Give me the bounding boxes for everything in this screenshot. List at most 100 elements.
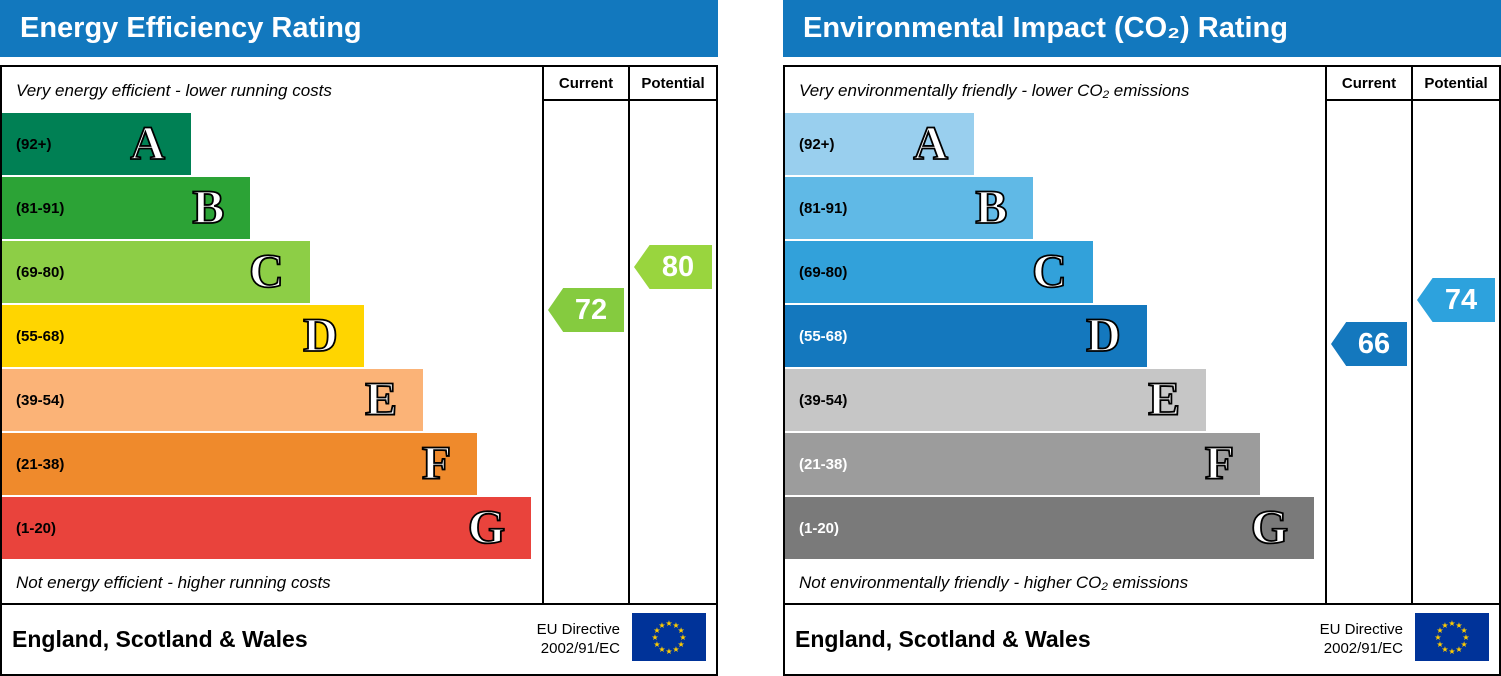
energy-potential-arrow: 80 <box>634 245 712 289</box>
svg-text:★: ★ <box>672 645 679 654</box>
eu-flag-icon: ★ ★ ★ ★ ★ ★ ★ ★ ★ ★ ★ ★ <box>632 613 706 666</box>
band-letter: A <box>912 117 948 170</box>
svg-text:★: ★ <box>1461 640 1468 649</box>
current-column-header: Current <box>544 67 630 101</box>
band-row-b: (81-91) B <box>2 177 251 239</box>
region-label: England, Scotland & Wales <box>12 626 308 652</box>
energy-potential-value: 80 <box>661 250 695 283</box>
svg-text:★: ★ <box>665 647 672 656</box>
band-letter: E <box>1147 373 1181 426</box>
band-letter: G <box>467 501 506 554</box>
co2-footer: England, Scotland & Wales EU Directive 2… <box>785 605 1499 674</box>
band-range-label: (21-38) <box>16 455 65 473</box>
eu-directive-label: EU Directive 2002/91/EC <box>537 621 632 659</box>
band-row-d: (55-68) D <box>2 305 364 367</box>
band-row-d: (55-68) D <box>785 305 1147 367</box>
eu-flag-icon: ★ ★ ★ ★ ★ ★ ★ ★ ★ ★ ★ ★ <box>1415 613 1489 666</box>
svg-text:★: ★ <box>653 626 660 635</box>
band-letter: C <box>1031 245 1067 298</box>
energy-efficiency-box: Very energy efficient - lower running co… <box>0 65 718 676</box>
svg-text:★: ★ <box>665 619 672 628</box>
band-row-b: (81-91) B <box>785 177 1034 239</box>
svg-text:★: ★ <box>653 640 660 649</box>
svg-text:★: ★ <box>672 621 679 630</box>
band-row-c: (69-80) C <box>2 241 310 303</box>
band-range-label: (1-20) <box>16 519 57 537</box>
co2-potential-arrow: 74 <box>1417 278 1495 322</box>
energy-bands: (92+) A (81-91) B (69-80) C (55-68) <box>2 113 542 559</box>
band-letter: G <box>1250 501 1289 554</box>
energy-bottom-note: Not energy efficient - higher running co… <box>16 573 331 592</box>
band-range-label: (92+) <box>799 135 835 153</box>
svg-text:★: ★ <box>658 645 665 654</box>
svg-text:★: ★ <box>678 640 685 649</box>
energy-potential-column: 80 <box>630 101 716 603</box>
current-column-header: Current <box>1327 67 1413 101</box>
svg-text:★: ★ <box>679 633 686 642</box>
band-row-a: (92+) A <box>2 113 191 175</box>
band-range-label: (69-80) <box>799 263 848 281</box>
energy-current-column: 72 <box>544 101 630 603</box>
co2-current-column: 66 <box>1327 101 1413 603</box>
eu-directive-line2: 2002/91/EC <box>1323 639 1403 657</box>
band-row-g: (1-20) G <box>2 497 532 559</box>
svg-text:★: ★ <box>1441 621 1448 630</box>
svg-text:★: ★ <box>1436 640 1443 649</box>
eu-directive-line1: EU Directive <box>1319 620 1403 638</box>
energy-top-note: Very energy efficient - lower running co… <box>16 81 332 100</box>
band-letter: A <box>129 117 165 170</box>
band-range-label: (55-68) <box>799 327 848 345</box>
energy-current-arrow: 72 <box>548 288 624 332</box>
band-range-label: (92+) <box>16 135 52 153</box>
svg-text:★: ★ <box>1448 647 1455 656</box>
environmental-impact-box: Very environmentally friendly - lower CO… <box>783 65 1501 676</box>
region-label: England, Scotland & Wales <box>795 626 1091 652</box>
energy-current-value: 72 <box>574 293 608 326</box>
co2-current-arrow: 66 <box>1331 322 1407 366</box>
co2-top-note: Very environmentally friendly - lower CO… <box>799 81 1190 100</box>
svg-text:★: ★ <box>1434 633 1441 642</box>
environmental-impact-chart: Environmental Impact (CO₂) Rating Very e… <box>783 0 1501 676</box>
potential-column-header: Potential <box>1413 67 1499 101</box>
band-row-f: (21-38) F <box>2 433 478 495</box>
eu-directive-line1: EU Directive <box>536 620 620 638</box>
energy-efficiency-chart: Energy Efficiency Rating Very energy eff… <box>0 0 718 676</box>
svg-text:★: ★ <box>1436 626 1443 635</box>
band-range-label: (21-38) <box>799 455 848 473</box>
co2-bands-area: Very environmentally friendly - lower CO… <box>785 67 1327 603</box>
co2-potential-column: 74 <box>1413 101 1499 603</box>
energy-efficiency-table: Very energy efficient - lower running co… <box>2 67 716 605</box>
environmental-impact-table: Very environmentally friendly - lower CO… <box>785 67 1499 605</box>
band-range-label: (39-54) <box>16 391 65 409</box>
environmental-impact-title: Environmental Impact (CO₂) Rating <box>783 0 1501 57</box>
co2-current-value: 66 <box>1357 327 1391 360</box>
energy-footer: England, Scotland & Wales EU Directive 2… <box>2 605 716 674</box>
band-row-f: (21-38) F <box>785 433 1261 495</box>
svg-text:★: ★ <box>651 633 658 642</box>
band-row-e: (39-54) E <box>2 369 424 431</box>
svg-text:★: ★ <box>1448 619 1455 628</box>
band-range-label: (81-91) <box>16 199 65 217</box>
band-range-label: (81-91) <box>799 199 848 217</box>
band-row-c: (69-80) C <box>785 241 1093 303</box>
svg-text:★: ★ <box>658 621 665 630</box>
band-row-a: (92+) A <box>785 113 974 175</box>
svg-text:★: ★ <box>1461 626 1468 635</box>
band-range-label: (55-68) <box>16 327 65 345</box>
band-row-e: (39-54) E <box>785 369 1207 431</box>
energy-efficiency-title: Energy Efficiency Rating <box>0 0 718 57</box>
co2-bands: (92+) A (81-91) B (69-80) C (55-68) <box>785 113 1325 559</box>
band-letter: F <box>421 437 452 490</box>
co2-bottom-note: Not environmentally friendly - higher CO… <box>799 573 1189 592</box>
band-letter: E <box>364 373 398 426</box>
svg-text:★: ★ <box>678 626 685 635</box>
band-letter: C <box>248 245 284 298</box>
band-letter: D <box>302 309 338 362</box>
eu-directive-line2: 2002/91/EC <box>540 639 620 657</box>
energy-bands-area: Very energy efficient - lower running co… <box>2 67 544 603</box>
svg-text:★: ★ <box>1441 645 1448 654</box>
band-letter: D <box>1085 309 1121 362</box>
potential-column-header: Potential <box>630 67 716 101</box>
band-range-label: (39-54) <box>799 391 848 409</box>
